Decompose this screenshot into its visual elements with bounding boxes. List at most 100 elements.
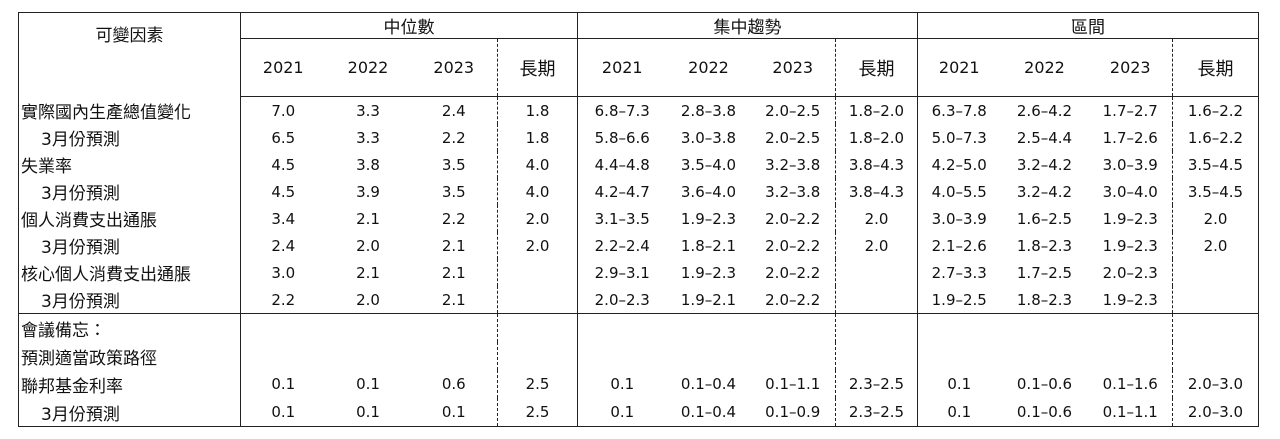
- value-cell: 2.0: [497, 205, 578, 232]
- value-cell: 2.4: [240, 232, 326, 259]
- value-cell: [497, 286, 578, 314]
- empty-cell: [497, 313, 578, 342]
- value-cell: 6.3–7.8: [917, 96, 1001, 124]
- empty-cell: [577, 313, 667, 342]
- value-cell: 2.7–3.3: [917, 259, 1001, 286]
- column-header: 2021: [917, 38, 1001, 97]
- table-row: 3月份預測 2.2 2.0 2.1 2.0–2.3 1.9–2.1 2.0–2.2 1.9–2…: [18, 286, 1259, 314]
- empty-cell: [835, 313, 918, 342]
- row-label: 聯邦基金利率: [18, 370, 241, 398]
- value-cell: 4.5: [240, 178, 326, 205]
- value-cell: 6.8–7.3: [577, 96, 667, 124]
- value-cell: 0.1–0.6: [1016, 375, 1073, 393]
- column-header: 2023: [1088, 38, 1173, 97]
- value-cell: 2.0: [1172, 232, 1259, 259]
- value-cell: 0.1: [577, 398, 667, 427]
- value-cell: 2.0: [1172, 205, 1259, 232]
- value-cell: 3.6–4.0: [680, 182, 737, 201]
- value-cell: 3.3: [356, 128, 380, 147]
- value-cell: 1.6–2.5: [1016, 209, 1073, 228]
- value-cell: 0.1–1.1: [765, 375, 821, 393]
- value-cell: 2.0–3.0: [1172, 370, 1259, 398]
- empty-cell: [1088, 313, 1173, 342]
- empty-cell: [750, 313, 836, 342]
- value-cell: [835, 259, 918, 286]
- value-cell: 1.8–2.0: [835, 96, 918, 124]
- value-cell: 3.5: [441, 155, 466, 174]
- column-header: 2023: [410, 38, 498, 97]
- column-header: 長期: [835, 38, 918, 97]
- value-cell: 2.2–2.4: [577, 232, 667, 259]
- group-header: 區間: [917, 12, 1259, 39]
- value-cell: 6.5: [240, 124, 326, 151]
- value-cell: 3.5–4.5: [1172, 151, 1259, 178]
- value-cell: [497, 259, 578, 286]
- value-cell: 2.4: [441, 101, 466, 120]
- value-cell: 2.6–4.2: [1016, 101, 1073, 120]
- value-cell: 4.5: [240, 151, 326, 178]
- value-cell: 2.0–2.5: [765, 101, 821, 120]
- value-cell: 2.0–3.0: [1172, 398, 1259, 427]
- value-cell: 1.7–2.5: [1016, 263, 1073, 282]
- empty-cell: [325, 313, 411, 342]
- empty-cell: [667, 342, 751, 370]
- value-cell: 2.0–2.2: [765, 263, 821, 282]
- value-cell: 1.9–2.1: [680, 290, 737, 309]
- value-cell: 0.1: [917, 398, 1001, 427]
- value-cell: 3.5: [441, 182, 466, 201]
- empty-cell: [326, 342, 411, 370]
- value-cell: [835, 286, 918, 314]
- value-cell: 0.1: [441, 403, 466, 421]
- value-cell: 3.8–4.3: [835, 178, 918, 205]
- value-cell: 2.0: [835, 232, 918, 259]
- value-cell: 3.8: [356, 155, 380, 174]
- value-cell: 2.0–2.3: [577, 286, 667, 314]
- value-cell: 1.8–2.1: [680, 236, 737, 255]
- value-cell: 1.7–2.7: [1102, 101, 1158, 120]
- value-cell: 1.9–2.3: [680, 263, 737, 282]
- value-cell: 1.8–2.0: [835, 124, 918, 151]
- value-cell: 4.0: [497, 151, 578, 178]
- value-cell: 2.1: [356, 209, 380, 228]
- value-cell: 1.9–2.3: [1102, 290, 1158, 309]
- value-cell: 3.9: [356, 182, 380, 201]
- note-label: 預測適當政策路徑: [18, 342, 241, 370]
- table-row: 實際國內生產總值變化 7.0 3.3 2.4 1.8 6.8–7.3 2.8–3.8 2.0–…: [18, 96, 1259, 124]
- value-cell: 0.1: [240, 398, 326, 427]
- table-body: 實際國內生產總值變化 7.0 3.3 2.4 1.8 6.8–7.3 2.8–3.8 2.0–…: [18, 96, 1259, 427]
- value-cell: 2.5: [497, 398, 578, 427]
- value-cell: 3.0–3.9: [1102, 155, 1158, 174]
- value-cell: 2.0: [356, 290, 380, 309]
- row-label: 3月份預測: [18, 398, 241, 427]
- empty-cell: [410, 313, 498, 342]
- value-cell: 1.9–2.3: [680, 209, 737, 228]
- value-cell: 0.1–0.6: [1016, 403, 1073, 421]
- value-cell: 2.3–2.5: [835, 398, 918, 427]
- value-cell: 0.6: [441, 375, 466, 393]
- value-cell: 4.0–5.5: [917, 178, 1001, 205]
- table-row: 核心個人消費支出通脹 3.0 2.1 2.1 2.9–3.1 1.9–2.3 2.0–2.2…: [18, 259, 1259, 286]
- corner-header: 可變因素: [18, 12, 241, 97]
- value-cell: 0.1–0.4: [680, 375, 737, 393]
- value-cell: 1.6–2.2: [1172, 124, 1259, 151]
- row-label: 個人消費支出通脹: [18, 205, 241, 232]
- group-header: 中位數: [240, 12, 578, 39]
- value-cell: 2.2: [441, 209, 466, 228]
- value-cell: 3.2–4.2: [1016, 155, 1073, 174]
- value-cell: 3.2–3.8: [765, 182, 821, 201]
- column-header: 2021: [240, 38, 326, 97]
- note-row: 會議備忘：: [18, 313, 1259, 342]
- value-cell: 0.1–0.4: [680, 403, 737, 421]
- column-header: 長期: [1172, 38, 1259, 97]
- empty-cell: [917, 313, 1001, 342]
- empty-cell: [1000, 313, 1089, 342]
- header-row: 可變因素 中位數 集中趨勢 區間: [18, 12, 1259, 97]
- value-cell: 2.0–2.2: [765, 236, 821, 255]
- column-header: 2022: [1000, 38, 1089, 97]
- empty-cell: [1089, 342, 1173, 370]
- value-cell: 4.2–4.7: [577, 178, 667, 205]
- value-cell: 1.9–2.5: [917, 286, 1001, 314]
- empty-cell: [577, 342, 667, 370]
- column-header: 2021: [577, 38, 667, 97]
